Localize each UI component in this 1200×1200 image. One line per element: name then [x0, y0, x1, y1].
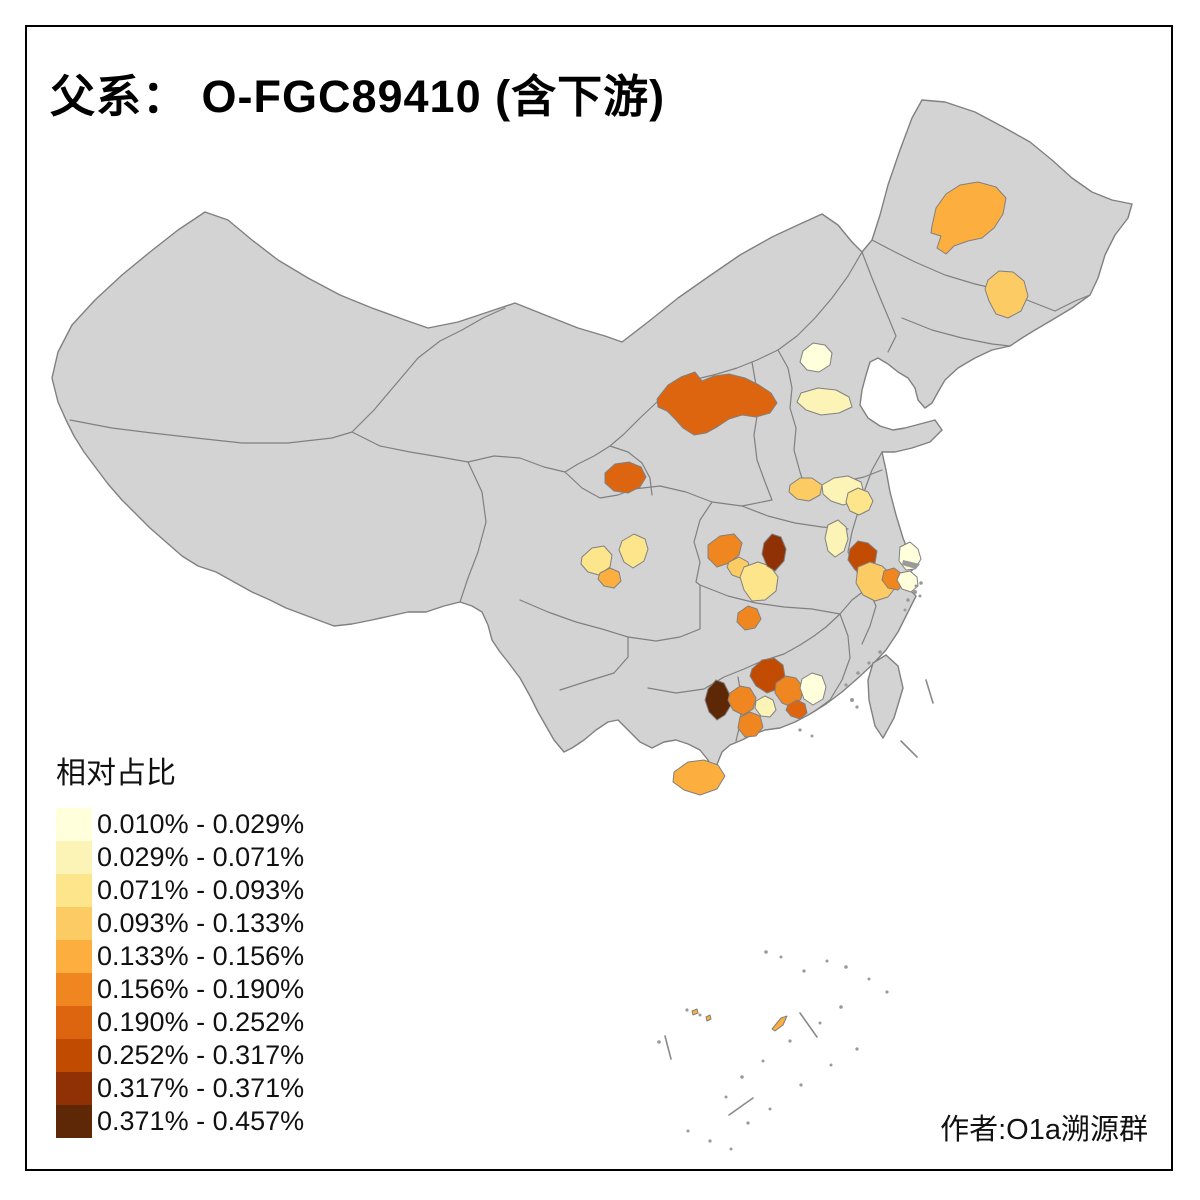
legend-swatch	[56, 907, 92, 940]
legend-label: 0.010% - 0.029%	[97, 809, 305, 839]
map-region	[930, 181, 1007, 255]
taiwan-island	[867, 654, 904, 739]
province-boundaries	[69, 239, 1091, 742]
legend-rows: 0.010% - 0.029% 0.029% - 0.071% 0.071% - 0…	[56, 808, 304, 1138]
legend-row: 0.156% - 0.190%	[56, 973, 304, 1006]
legend-label: 0.252% - 0.317%	[97, 1040, 305, 1070]
legend-label: 0.371% - 0.457%	[97, 1106, 305, 1136]
legend-row: 0.190% - 0.252%	[56, 1006, 304, 1039]
islands	[657, 560, 934, 1151]
legend-label: 0.133% - 0.156%	[97, 941, 305, 971]
map-region	[656, 371, 778, 436]
map-region	[771, 1015, 788, 1032]
map-region	[597, 567, 622, 589]
map-region	[799, 672, 827, 706]
page-title: 父系： O-FGC89410 (含下游)	[50, 71, 666, 122]
map-region	[691, 1008, 699, 1016]
map-region	[707, 533, 743, 568]
author-credit: 作者:O1a溯源群	[940, 1114, 1148, 1146]
legend-row: 0.029% - 0.071%	[56, 841, 304, 874]
legend-row: 0.371% - 0.457%	[56, 1105, 304, 1138]
legend-row: 0.093% - 0.133%	[56, 907, 304, 940]
legend: 相对占比 0.010% - 0.029% 0.029% - 0.071% 0.071…	[56, 748, 304, 1138]
legend-swatch	[56, 1006, 92, 1039]
legend-swatch	[56, 1039, 92, 1072]
map-region	[788, 477, 823, 502]
map-region	[799, 342, 833, 373]
legend-row: 0.133% - 0.156%	[56, 940, 304, 973]
legend-title: 相对占比	[56, 757, 176, 790]
map-region	[845, 487, 874, 516]
legend-row: 0.010% - 0.029%	[56, 808, 304, 841]
legend-label: 0.190% - 0.252%	[97, 1007, 305, 1037]
map-region	[796, 387, 853, 416]
legend-label: 0.029% - 0.071%	[97, 842, 305, 872]
china-mainland	[51, 99, 1133, 773]
legend-swatch	[56, 940, 92, 973]
highlighted-prefectures	[580, 181, 1029, 1032]
map-region	[618, 533, 649, 569]
legend-row: 0.317% - 0.371%	[56, 1072, 304, 1105]
map-region	[604, 461, 647, 494]
legend-swatch	[56, 874, 92, 907]
map-region	[984, 270, 1029, 319]
map-region	[774, 675, 804, 708]
map-region	[704, 679, 732, 721]
legend-swatch	[56, 1105, 92, 1138]
map-region	[824, 519, 849, 558]
map-region	[727, 685, 757, 716]
legend-row: 0.071% - 0.093%	[56, 874, 304, 907]
map-region	[785, 699, 808, 720]
legend-row: 0.252% - 0.317%	[56, 1039, 304, 1072]
map-region	[737, 711, 764, 738]
legend-label: 0.071% - 0.093%	[97, 875, 305, 905]
map-region	[754, 695, 777, 718]
legend-swatch	[56, 841, 92, 874]
legend-swatch	[56, 808, 92, 841]
map-region	[580, 545, 613, 576]
legend-label: 0.317% - 0.371%	[97, 1073, 305, 1103]
map-region	[736, 605, 762, 631]
map-region	[896, 570, 919, 593]
map-region	[739, 561, 779, 602]
legend-swatch	[56, 973, 92, 1006]
map-region	[672, 759, 726, 796]
legend-label: 0.156% - 0.190%	[97, 974, 305, 1004]
map-region	[705, 1014, 712, 1022]
map-region	[761, 533, 787, 572]
legend-swatch	[56, 1072, 92, 1105]
legend-label: 0.093% - 0.133%	[97, 908, 305, 938]
